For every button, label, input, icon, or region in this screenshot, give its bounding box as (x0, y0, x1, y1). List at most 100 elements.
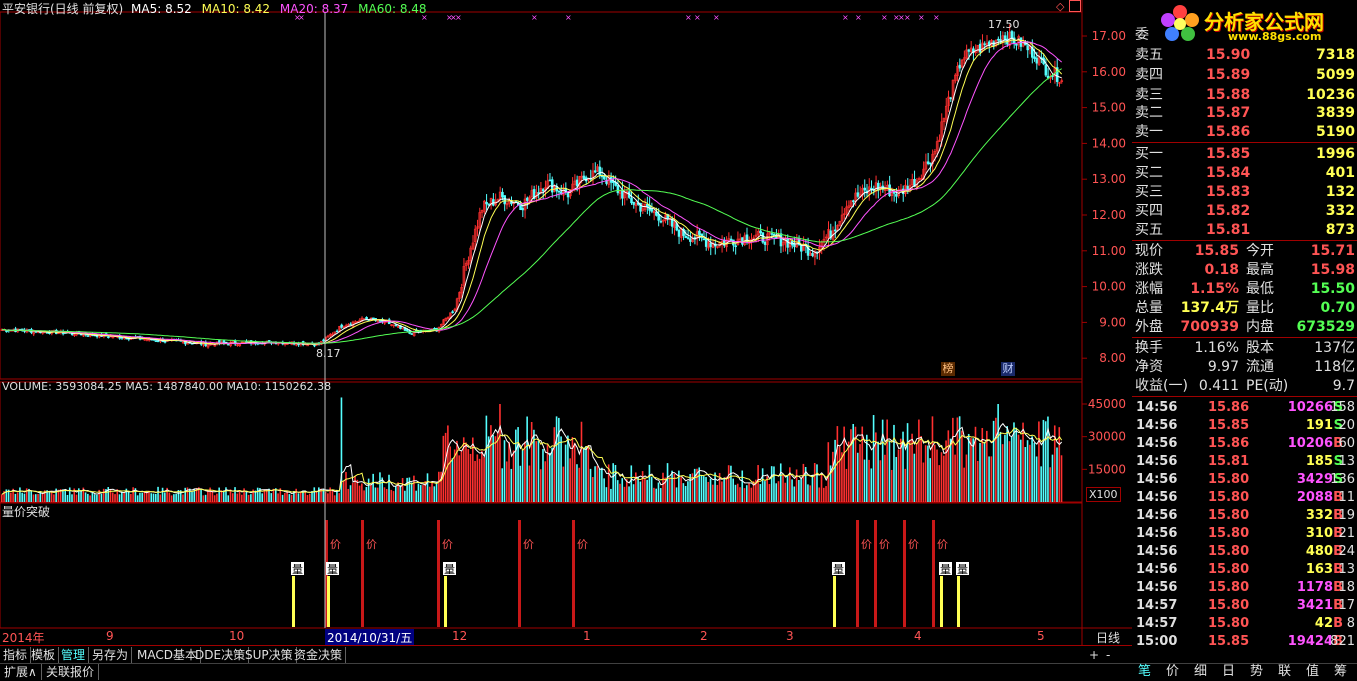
tick-row[interactable]: 14:56 15.80 2088 B 11 (1132, 489, 1357, 507)
buy5-row[interactable]: 买五 15.81 873 (1135, 222, 1355, 238)
volume-bar (691, 473, 694, 502)
tick-row[interactable]: 14:56 15.80 3429 S 136 (1132, 471, 1357, 489)
volume-bar (644, 477, 646, 502)
buy4-row[interactable]: 买四 15.82 332 (1135, 203, 1355, 219)
candle-body (877, 182, 880, 191)
tick-row[interactable]: 15:00 15.85 19424 B 821 (1132, 633, 1357, 651)
panel-tab[interactable]: 势 (1249, 664, 1263, 679)
tick-row[interactable]: 14:57 15.80 3421 B 17 (1132, 597, 1357, 615)
volume-bar (209, 487, 211, 502)
chart-canvas[interactable]: 17.00 16.00 15.00 14.00 13.00 12.00 11.00 10.00… (0, 0, 1132, 645)
price-signal-bar (874, 520, 877, 627)
tick-row[interactable]: 14:56 15.80 332 B 19 (1132, 507, 1357, 525)
panel-tab[interactable]: 日 (1221, 664, 1235, 679)
toolbar-template[interactable]: 模板 (28, 647, 60, 663)
tick-row[interactable]: 14:56 15.85 191 S 20 (1132, 417, 1357, 435)
sell2-row[interactable]: 卖二 15.87 3839 (1135, 105, 1355, 121)
tick-row[interactable]: 14:56 15.86 10206 B 60 (1132, 435, 1357, 453)
panel-tab[interactable]: 笔 (1137, 664, 1151, 679)
candle-body (1060, 80, 1064, 82)
tick-s: S (1333, 418, 1343, 433)
panel-tab[interactable]: 筹 (1333, 664, 1347, 679)
volume-bar (184, 487, 187, 502)
volume-bar (965, 454, 968, 502)
flower-logo-icon (1161, 5, 1199, 41)
tick-v: 480 (1305, 544, 1333, 559)
panel-tab[interactable]: 联 (1277, 664, 1291, 679)
sell1-row[interactable]: 卖一 15.86 5190 (1135, 124, 1355, 140)
tick-row[interactable]: 14:57 15.80 42 B 8 (1132, 615, 1357, 633)
tick-row[interactable]: 14:56 15.80 163 B 13 (1132, 561, 1357, 579)
candle-body (460, 287, 463, 294)
related-quote-button[interactable]: 关联报价 (42, 664, 100, 680)
toolbar-save-as[interactable]: 另存为 (89, 647, 133, 663)
volume-bars (1, 397, 1063, 502)
tick-row[interactable]: 14:56 15.86 10266 S 158 (1132, 399, 1357, 417)
volume-bar (170, 495, 173, 502)
toolbar-macd[interactable]: MACD基本 (134, 647, 201, 663)
volume-bar (859, 444, 861, 502)
volume-bar (770, 466, 773, 502)
volume-bar (612, 463, 614, 502)
volume-bar (297, 493, 300, 502)
volume-bar (761, 468, 764, 502)
stock-chart[interactable]: 17.00 16.00 15.00 14.00 13.00 12.00 11.00 10.00… (0, 0, 1132, 646)
price-signal-bar (932, 520, 935, 627)
marker-x-icon: × (842, 13, 849, 22)
zoom-out-button[interactable]: - (1106, 648, 1111, 662)
tick-t: 14:56 (1136, 580, 1178, 595)
toolbar-indicator[interactable]: 指标 (0, 647, 32, 663)
sell4-row[interactable]: 卖四 15.89 5099 (1135, 67, 1355, 83)
tick-row[interactable]: 14:56 15.80 310 B 21 (1132, 525, 1357, 543)
volume-bar (227, 495, 230, 502)
diamond-icon[interactable]: ◇ (1056, 0, 1065, 13)
volume-signal-box (443, 562, 456, 575)
volume-bar (623, 486, 626, 502)
bang-badge[interactable]: 榜 (941, 362, 955, 376)
period-label[interactable]: 日线 (1095, 631, 1120, 645)
buy3-row[interactable]: 买三 15.83 132 (1135, 184, 1355, 200)
volume-ma-lines (1, 422, 1063, 495)
quote-row: 总量 137.4万 量比 0.70 (1135, 300, 1355, 316)
candle-body (526, 197, 529, 201)
volume-bar (637, 476, 639, 502)
volume-bar (759, 484, 762, 502)
tick-row[interactable]: 14:56 15.81 185 S 13 (1132, 453, 1357, 471)
volume-bar (655, 488, 658, 502)
volume-bar (784, 482, 787, 502)
panel-tab[interactable]: 价 (1165, 664, 1179, 679)
volume-bar (775, 483, 778, 502)
sell3-row[interactable]: 卖三 15.88 10236 (1135, 87, 1355, 103)
toolbar-dde[interactable]: DDE决策 (192, 647, 250, 663)
toolbar-sup[interactable]: SUP决策 (242, 647, 297, 663)
buy1-row[interactable]: 买一 15.85 1996 (1135, 146, 1355, 162)
volume-bar (841, 452, 843, 502)
cai-badge[interactable]: 财 (1001, 362, 1015, 376)
expand-button[interactable]: 扩展∧ (0, 664, 42, 680)
maximize-icon[interactable] (1069, 0, 1081, 12)
volume-bar (111, 492, 114, 502)
toolbar-manage[interactable]: 管理 (58, 647, 90, 663)
volume-bar (1022, 422, 1024, 502)
tick-row[interactable]: 14:56 15.80 480 B 24 (1132, 543, 1357, 561)
top-markers: ×× × ××× × × × × × × × × ×× × × × (294, 13, 940, 22)
panel-tab[interactable]: 细 (1193, 664, 1207, 679)
candle-body (528, 196, 531, 202)
volume-bar (166, 487, 168, 502)
volume-bar (204, 494, 207, 502)
volume-bar (496, 431, 499, 502)
sell5-row[interactable]: 卖五 15.90 7318 (1135, 47, 1355, 63)
marker-x-icon: × (685, 13, 692, 22)
marker-x-icon: × (446, 13, 453, 22)
tick-row[interactable]: 14:56 15.80 1178 B 18 (1132, 579, 1357, 597)
tick-p: 15.85 (1208, 418, 1250, 433)
buy2-row[interactable]: 买二 15.84 401 (1135, 165, 1355, 181)
volume-bar (21, 492, 23, 502)
volume-bar (322, 489, 325, 502)
panel-tab[interactable]: 值 (1305, 664, 1319, 679)
price-signal-label: 价 (442, 538, 453, 551)
zoom-in-button[interactable]: + (1089, 648, 1100, 662)
candle-body (856, 192, 860, 197)
toolbar-fund[interactable]: 资金决策 (291, 647, 347, 663)
signal-bars: 量价量价 价量价 价量价价价价量量 (291, 520, 969, 627)
